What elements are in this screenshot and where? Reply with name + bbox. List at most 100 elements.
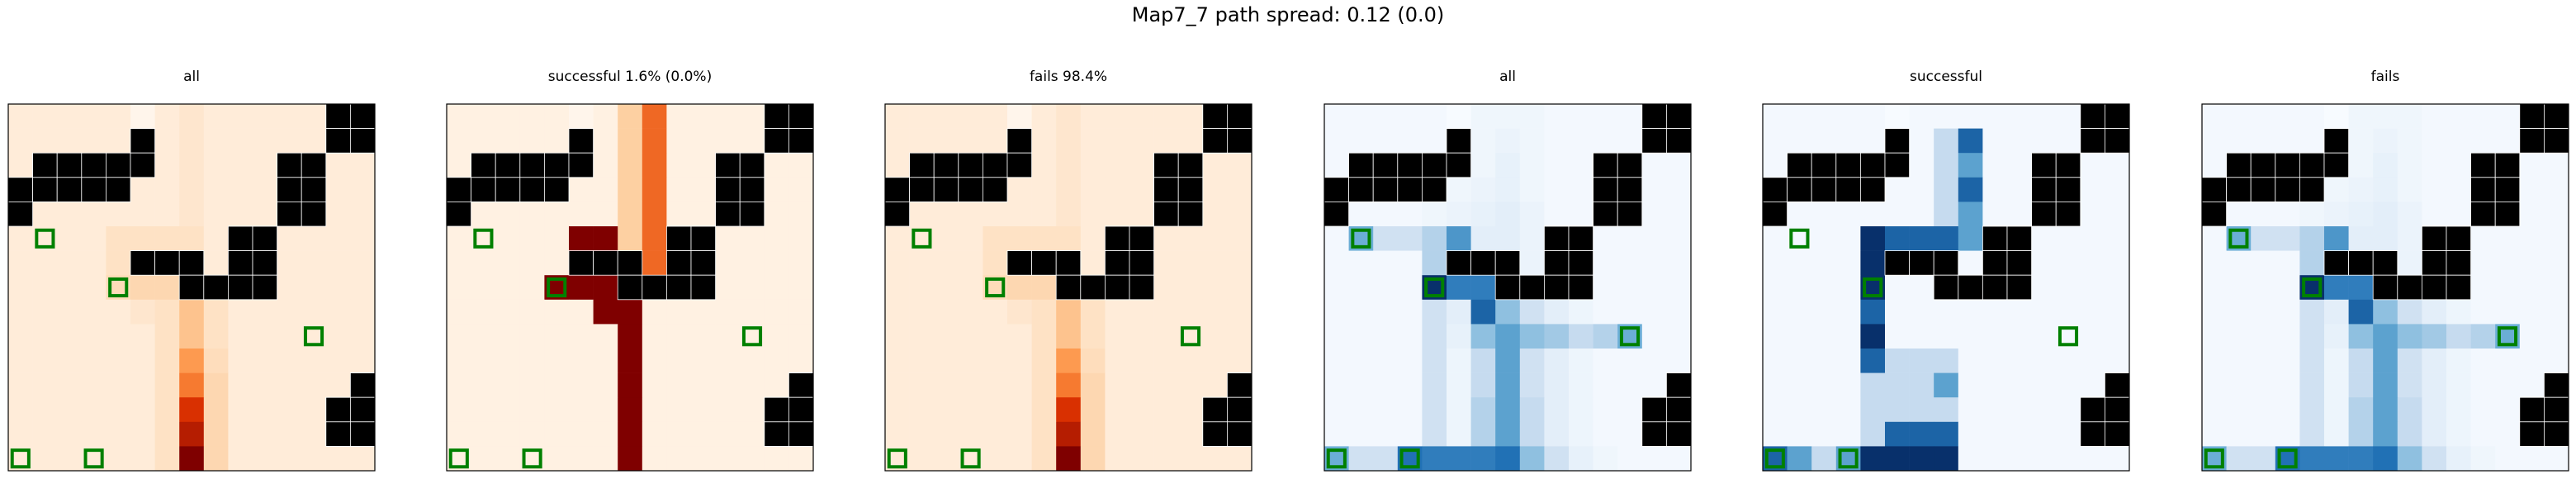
heat-cell [2299,202,2325,227]
heat-cell [1202,349,1228,373]
wall-cell [1177,177,1204,202]
heat-cell [1835,397,1861,423]
heat-cell [2299,128,2325,154]
heat-cell [350,202,376,227]
heatmap-panel-2: successful 1.6% (0.0%) [446,69,814,472]
heat-cell [81,349,107,373]
heat-cell [1178,446,1204,472]
heat-cell [1934,397,1959,423]
heat-cell [57,372,83,398]
heat-cell [1860,324,1886,349]
wall-cell [349,421,376,447]
heat-cell [325,202,351,227]
wall-cell [227,250,253,276]
heat-cell [2226,202,2252,227]
heat-cell [1617,226,1643,251]
heat-cell [2397,299,2422,325]
heat-cell [909,275,935,301]
wall-cell [349,103,376,130]
heat-cell [1934,372,1959,398]
heat-cell [2275,202,2300,227]
wall-cell [1177,201,1204,227]
heat-cell [57,349,83,373]
heat-cell [1982,177,2008,202]
heat-cell [1202,275,1228,301]
heat-cell [106,446,131,472]
heat-cell [253,153,277,178]
heat-cell [2470,446,2496,472]
heat-cell [1007,372,1032,398]
heat-cell [1519,421,1545,447]
heat-cell [2446,397,2471,423]
heat-cell [2422,324,2447,349]
heat-cell [569,372,594,398]
heat-cell [32,202,58,227]
heat-cell [1178,226,1204,251]
heat-cell [495,104,521,129]
heat-cell [1373,299,1399,325]
heat-cell [2519,153,2545,178]
wall-cell [1958,274,1983,301]
goal-marker [1424,277,1445,298]
heat-cell [2275,397,2300,423]
heat-cell [1519,177,1545,202]
heat-cell [1227,202,1252,227]
heat-cell [447,226,471,251]
heat-cell [764,202,789,227]
wall-cell [2250,152,2276,178]
heat-cell [1835,349,1861,373]
heat-cell [130,397,155,423]
heat-cell [715,397,741,423]
heat-cell [1593,128,1618,154]
heat-cell [885,324,910,349]
heat-cell [909,324,935,349]
heat-cell [179,299,205,325]
heat-cell [1397,421,1423,447]
heat-cell [1763,397,1788,423]
heat-cell [2519,250,2545,276]
heat-cell [1056,202,1082,227]
heat-cell [618,421,643,447]
wall-cell [130,250,156,276]
heat-cell [1958,226,1983,251]
heat-cell [1958,202,1983,227]
heat-cell [642,177,667,202]
heat-cell [325,177,351,202]
heat-cell [544,299,570,325]
heat-cell [2080,446,2105,472]
wall-cell [1593,201,1618,227]
heat-cell [301,275,327,301]
heat-cell [885,153,910,178]
heat-cell [544,324,570,349]
heat-cell [1373,324,1399,349]
heat-cell [2105,226,2130,251]
heat-cell [1763,104,1788,129]
heat-cell [1470,299,1496,325]
heat-cell [2031,104,2057,129]
wall-cell [1982,225,2008,252]
heat-cell [2373,153,2398,178]
heat-cell [130,421,155,447]
heat-cell [2226,446,2252,472]
heat-cell [2348,104,2374,129]
heat-cell [593,446,618,472]
heat-cell [1909,421,1934,447]
heat-cell [2105,349,2130,373]
heat-cell [1763,275,1788,301]
heat-cell [1544,372,1570,398]
heat-cell [179,372,205,398]
heat-cell [593,177,618,202]
heat-cell [2056,226,2081,251]
heat-cell [934,324,959,349]
heat-cell [154,104,180,129]
heat-cell [2397,104,2422,129]
heat-cell [1641,324,1667,349]
heat-cell [2422,372,2447,398]
heat-cell [958,226,983,251]
heat-cell [203,446,229,472]
heat-cell [2348,226,2374,251]
wall-cell [909,152,935,178]
heat-cell [740,128,765,154]
heat-cell [1348,349,1374,373]
heat-cell [1227,349,1252,373]
